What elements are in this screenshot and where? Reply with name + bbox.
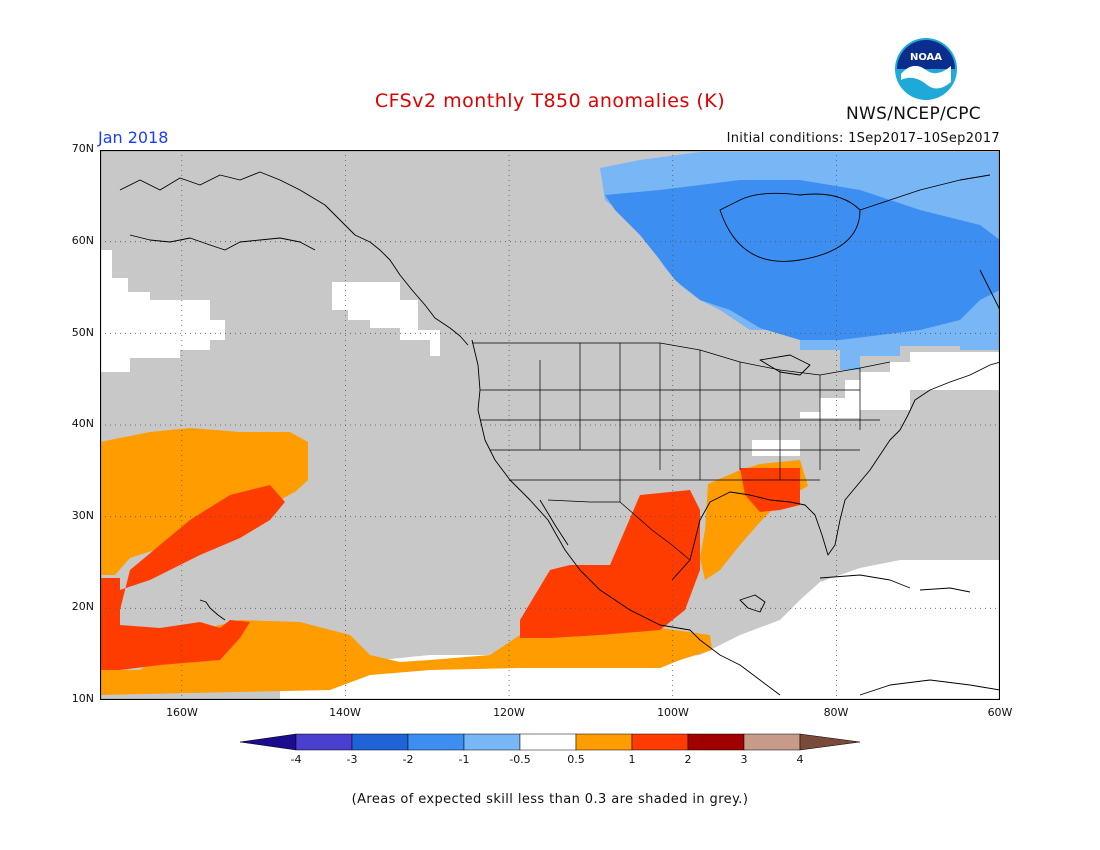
colorbar-cell-3-4 bbox=[743, 733, 801, 751]
great-lakes bbox=[759, 354, 811, 376]
colorbar-label-m4: -4 bbox=[290, 753, 302, 766]
country-borders bbox=[472, 342, 891, 561]
skill-note: (Areas of expected skill less than 0.3 a… bbox=[351, 792, 749, 807]
lon-label-140w: 140W bbox=[329, 706, 361, 719]
warm-red-regions bbox=[100, 468, 800, 670]
cuba bbox=[819, 574, 911, 589]
agency-label: NWS/NCEP/CPC bbox=[846, 104, 981, 124]
white-gulf-of-alaska bbox=[332, 282, 440, 356]
red-hawaii-region bbox=[100, 578, 250, 670]
colorbar-cell-05-1 bbox=[575, 733, 633, 751]
colorbar-cell-m3-m2 bbox=[351, 733, 409, 751]
noaa-logo: NOAA bbox=[895, 38, 957, 100]
colorbar-label-4: 4 bbox=[796, 753, 804, 766]
red-southeast-us bbox=[740, 468, 800, 512]
lon-label-100w: 100W bbox=[657, 706, 689, 719]
orange-central-pacific bbox=[100, 428, 308, 575]
baja-peninsula bbox=[539, 499, 569, 546]
colorbar-cell-1-2 bbox=[631, 733, 689, 751]
colorbar-label-05: 0.5 bbox=[567, 753, 585, 766]
red-central-pacific bbox=[120, 485, 285, 610]
south-america-coast bbox=[859, 679, 1000, 696]
lat-label-20n: 20N bbox=[71, 600, 94, 613]
colorbar-arrow-low bbox=[239, 733, 297, 751]
colorbar-label-2: 2 bbox=[684, 753, 692, 766]
yucatan bbox=[739, 594, 766, 613]
lon-label-80w: 80W bbox=[823, 706, 849, 719]
us-mexico-border bbox=[547, 499, 691, 561]
colorbar-cell-2-3 bbox=[687, 733, 745, 751]
orange-tropical-pacific bbox=[100, 620, 712, 695]
colorbar-label-m3: -3 bbox=[346, 753, 358, 766]
initial-conditions: Initial conditions: 1Sep2017–10Sep2017 bbox=[726, 131, 1000, 146]
labrador-coast bbox=[859, 174, 991, 211]
state-borders-horizontal bbox=[480, 389, 880, 481]
logo-text: NOAA bbox=[910, 52, 942, 63]
colorbar-label-3: 3 bbox=[740, 753, 748, 766]
lat-label-60n: 60N bbox=[71, 234, 94, 247]
lat-label-30n: 30N bbox=[71, 509, 94, 522]
lat-label-10n: 10N bbox=[71, 692, 94, 705]
colorbar bbox=[239, 733, 861, 751]
anomaly-map bbox=[100, 150, 1000, 700]
white-northeast-pacific bbox=[100, 250, 225, 372]
colorbar-cell-m4-m3 bbox=[295, 733, 353, 751]
red-mexico-gulf bbox=[520, 490, 700, 638]
lat-label-40n: 40N bbox=[71, 417, 94, 430]
colorbar-cell-neutral bbox=[519, 733, 577, 751]
forecast-period: Jan 2018 bbox=[98, 128, 169, 147]
chart-title: CFSv2 monthly T850 anomalies (K) bbox=[374, 90, 726, 112]
pacific-coast bbox=[471, 339, 781, 696]
map-frame-border bbox=[100, 150, 1000, 700]
colorbar-arrow-high bbox=[799, 733, 861, 751]
lon-label-120w: 120W bbox=[493, 706, 525, 719]
warm-orange-regions bbox=[100, 428, 808, 695]
lat-label-50n: 50N bbox=[71, 326, 94, 339]
alaska-south-coast bbox=[129, 234, 316, 251]
gulf-atlantic-coast bbox=[671, 361, 1000, 581]
us-canada-border bbox=[472, 342, 891, 376]
newfoundland bbox=[979, 269, 1000, 311]
colorbar-label-1: 1 bbox=[628, 753, 636, 766]
hawaiian-islands bbox=[199, 599, 226, 621]
logo-sky bbox=[897, 40, 955, 69]
colorbar-cell-m1-m05 bbox=[463, 733, 521, 751]
colorbar-label-m2: -2 bbox=[402, 753, 414, 766]
lat-label-70n: 70N bbox=[71, 142, 94, 155]
state-borders-vertical bbox=[539, 343, 861, 502]
lon-label-60w: 60W bbox=[987, 706, 1013, 719]
hudson-bay bbox=[719, 192, 861, 262]
colorbar-label-m1: -1 bbox=[458, 753, 470, 766]
white-ohio-valley bbox=[752, 440, 800, 456]
hispaniola bbox=[919, 587, 971, 593]
alaska-coast bbox=[119, 171, 469, 346]
lon-label-160w: 160W bbox=[166, 706, 198, 719]
white-northeast-us bbox=[800, 352, 1000, 418]
colorbar-cell-m2-m1 bbox=[407, 733, 465, 751]
colorbar-label-m05: -0.5 bbox=[509, 753, 531, 766]
logo-bird bbox=[901, 65, 951, 89]
coastlines bbox=[119, 171, 1000, 696]
